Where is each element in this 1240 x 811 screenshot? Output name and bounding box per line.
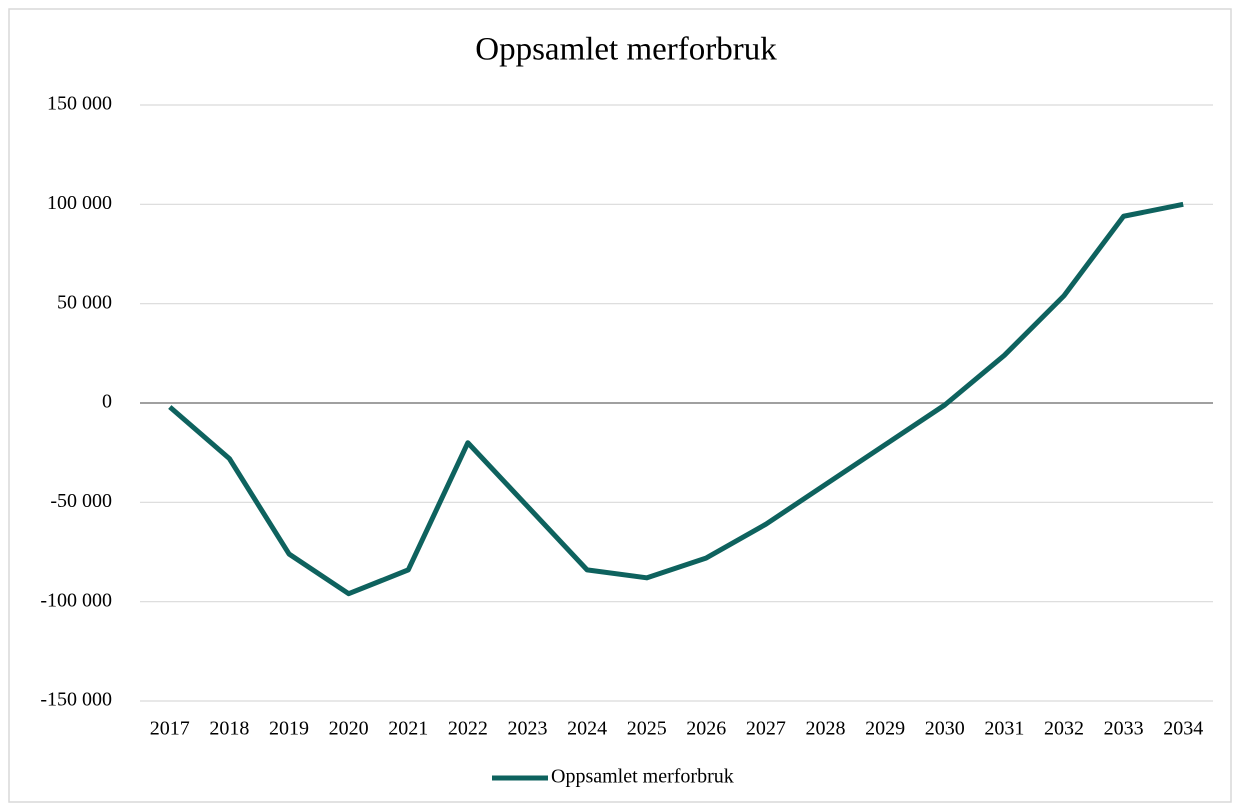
y-tick-label: -100 000 (40, 589, 112, 611)
y-tick-label: 100 000 (47, 192, 112, 214)
x-tick-label: 2027 (746, 718, 786, 740)
y-tick-label: 150 000 (47, 93, 112, 115)
chart-title: Oppsamlet merforbruk (475, 32, 777, 68)
chart-border (8, 8, 1232, 803)
y-tick-label: -150 000 (40, 689, 112, 711)
x-tick-label: 2026 (686, 718, 726, 740)
x-tick-label: 2030 (925, 718, 965, 740)
x-tick-label: 2018 (209, 718, 249, 740)
x-tick-label: 2022 (448, 718, 488, 740)
x-tick-label: 2031 (984, 718, 1024, 740)
x-tick-label: 2034 (1163, 718, 1203, 740)
data-line (168, 201, 1184, 597)
y-tick-label: 50 000 (57, 291, 112, 313)
y-tick-label: -50 000 (50, 490, 112, 512)
x-tick-label: 2025 (627, 718, 667, 740)
x-tick-label: 2019 (269, 718, 309, 740)
x-tick-label: 2028 (806, 718, 846, 740)
x-tick-label: 2021 (388, 718, 428, 740)
x-tick-label: 2032 (1044, 718, 1084, 740)
x-tick-label: 2029 (865, 718, 905, 740)
x-tick-label: 2017 (150, 718, 190, 740)
x-tick-label: 2023 (507, 718, 547, 740)
y-tick-label: 0 (102, 391, 112, 413)
x-tick-label: 2033 (1104, 718, 1144, 740)
x-tick-label: 2020 (329, 718, 369, 740)
legend-label: Oppsamlet merforbruk (551, 766, 734, 788)
x-tick-label: 2024 (567, 718, 607, 740)
